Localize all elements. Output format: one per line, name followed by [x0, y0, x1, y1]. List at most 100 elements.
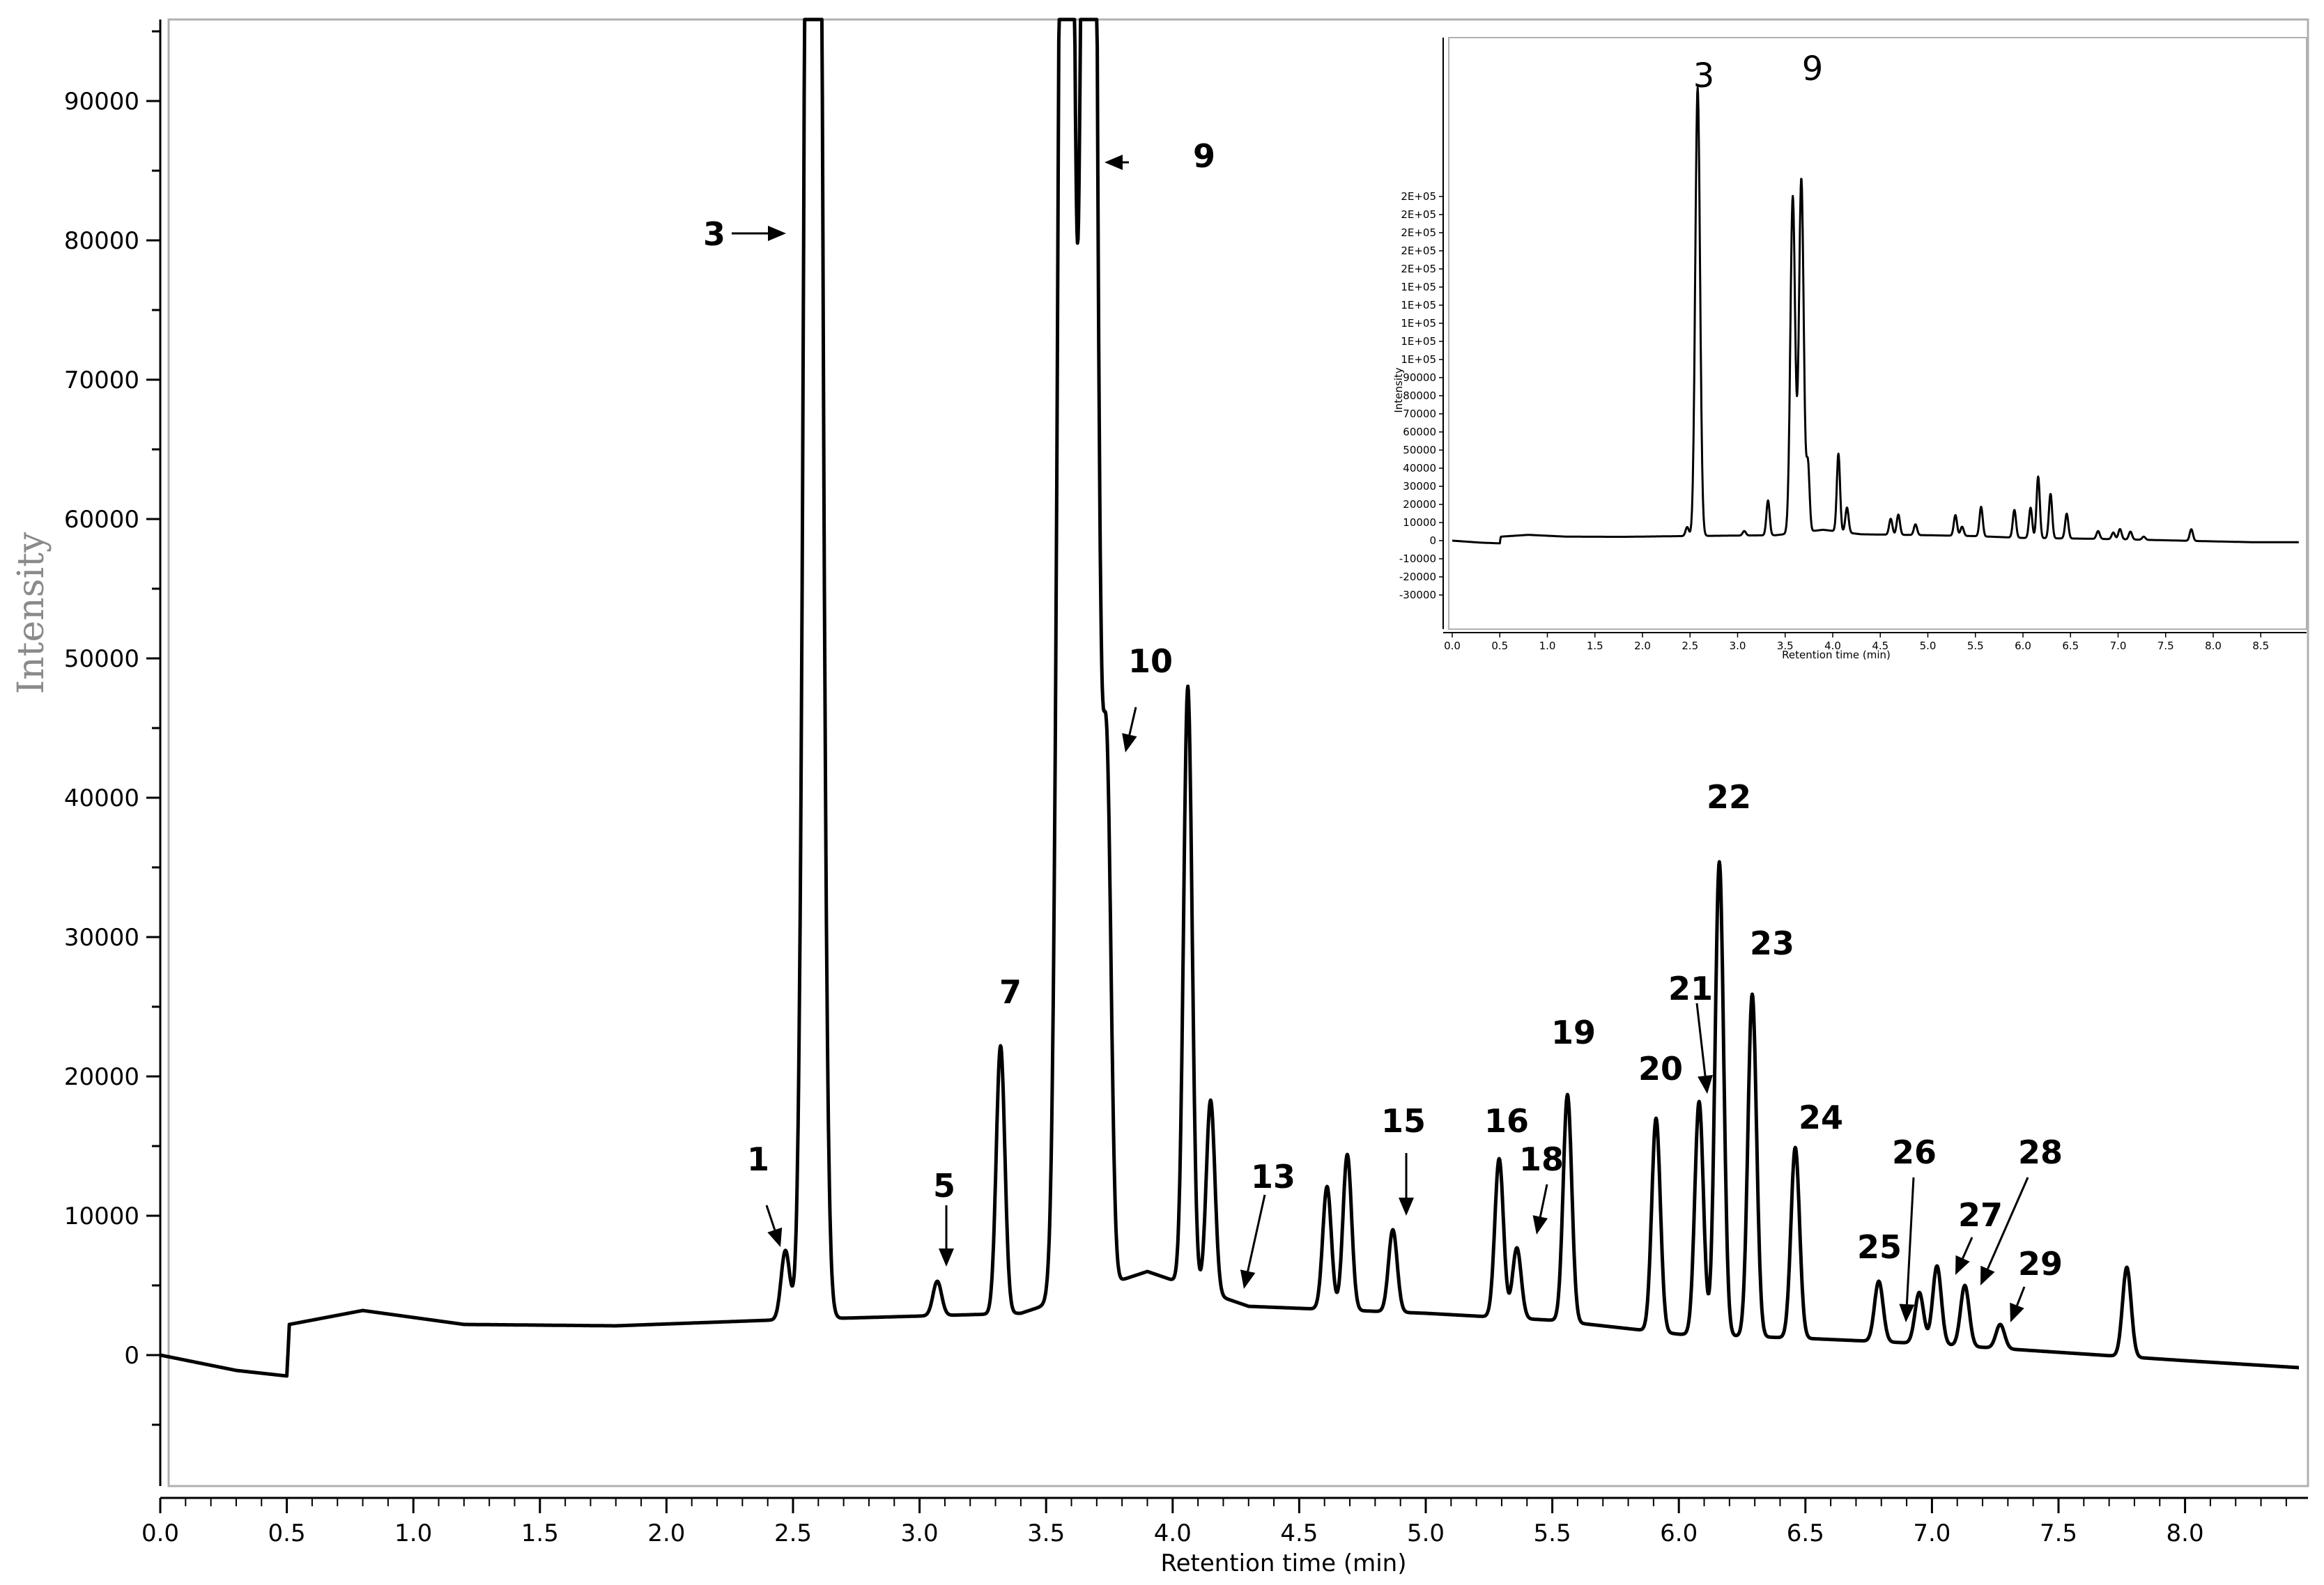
x-tick-label: 5.5 — [1534, 1520, 1571, 1547]
y-axis-title: Intensity — [10, 532, 52, 694]
peak-label-27: 27 — [1958, 1196, 2003, 1234]
peak-label-22: 22 — [1707, 778, 1751, 816]
inset-x-tick-label: 8.5 — [2252, 640, 2269, 652]
x-tick-label: 1.5 — [521, 1520, 559, 1547]
inset-x-tick-label: 6.0 — [2015, 640, 2031, 652]
inset-y-tick-label: 1E+05 — [1401, 317, 1436, 330]
peak-arrowhead-9 — [1105, 155, 1123, 170]
x-tick-label: 0.0 — [141, 1520, 179, 1547]
inset-x-tick-label: 2.5 — [1682, 640, 1698, 652]
peak-label-9: 9 — [1193, 137, 1215, 175]
inset-y-tick-label: 2E+05 — [1401, 263, 1436, 275]
x-tick-label: 3.5 — [1027, 1520, 1065, 1547]
peak-label-3: 3 — [703, 215, 725, 253]
inset-y-tick-label: 2E+05 — [1401, 208, 1436, 221]
peak-label-13: 13 — [1251, 1158, 1295, 1196]
inset-y-tick-label: 20000 — [1403, 498, 1436, 511]
y-tick-label: 30000 — [64, 924, 139, 952]
x-tick-label: 8.0 — [2167, 1520, 2204, 1547]
inset-x-tick-label: 7.0 — [2110, 640, 2127, 652]
y-tick-label: 0 — [124, 1342, 139, 1370]
peak-arrowhead-15 — [1399, 1198, 1414, 1216]
inset-x-ticks: 0.0 0.5 1.0 1.5 2.0 2.5 3.0 3.5 4.0 4.5 5.0 5.5 6.0 6… — [1444, 633, 2269, 652]
inset-y-tick-label: 80000 — [1403, 389, 1436, 402]
inset-x-tick-label: 5.0 — [1920, 640, 1937, 652]
inset-x-tick-label: 1.0 — [1539, 640, 1556, 652]
peak-arrowhead-26 — [1899, 1304, 1915, 1322]
x-tick-label: 7.0 — [1913, 1520, 1950, 1547]
inset-x-tick-label: 3.0 — [1730, 640, 1746, 652]
inset-peak-label-9: 9 — [1802, 49, 1824, 88]
peak-arrowhead-1 — [767, 1227, 783, 1247]
x-tick-label: 5.0 — [1407, 1520, 1445, 1547]
peak-label-5: 5 — [933, 1167, 955, 1205]
y-tick-label: 20000 — [64, 1063, 139, 1091]
peak-label-10: 10 — [1128, 642, 1173, 680]
inset-y-tick-label: 1E+05 — [1401, 335, 1436, 348]
peak-arrowhead-10 — [1122, 733, 1137, 752]
inset-y-tick-label: 2E+05 — [1401, 226, 1436, 239]
x-axis-title: Retention time (min) — [1160, 1549, 1406, 1577]
inset-y-tick-label: 50000 — [1403, 444, 1436, 456]
peak-arrow-1 — [765, 1205, 776, 1230]
peak-arrowhead-3 — [768, 226, 786, 241]
x-tick-label: 2.0 — [647, 1520, 685, 1547]
inset-y-ticks: -30000 -20000 -10000 0 10000 20000 30000 40000 5… — [1399, 190, 1443, 601]
peak-label-7: 7 — [999, 973, 1022, 1011]
peak-arrow-27 — [1962, 1237, 1973, 1259]
y-tick-label: 70000 — [64, 366, 139, 394]
x-tick-label: 0.5 — [268, 1520, 306, 1547]
peak-arrow-13 — [1247, 1194, 1266, 1271]
peak-arrowhead-13 — [1240, 1269, 1256, 1289]
peak-label-29: 29 — [2018, 1245, 2063, 1283]
peak-label-28: 28 — [2018, 1134, 2063, 1171]
inset-y-tick-label: 1E+05 — [1401, 281, 1436, 293]
inset-y-tick-label: 70000 — [1403, 408, 1436, 420]
inset-frame — [1448, 37, 2307, 630]
inset-plot: -30000 -20000 -10000 0 10000 20000 30000 40000 5… — [1387, 21, 2307, 661]
inset-y-axis-title: Intensity — [1392, 367, 1405, 412]
x-tick-label: 6.0 — [1660, 1520, 1698, 1547]
inset-y-tick-label: 0 — [1429, 534, 1436, 547]
inset-x-tick-label: 1.5 — [1587, 640, 1603, 652]
peak-label-24: 24 — [1799, 1099, 1843, 1136]
inset-x-tick-label: 0.5 — [1491, 640, 1508, 652]
inset-y-tick-label: 1E+05 — [1401, 353, 1436, 366]
main-plot-frame — [167, 18, 2309, 1487]
peak-label-23: 23 — [1750, 925, 1794, 962]
peak-arrowhead-21 — [1698, 1074, 1713, 1094]
inset-chromatogram-trace — [1452, 86, 2300, 545]
inset-y-tick-label: 1E+05 — [1401, 299, 1436, 311]
inset-x-tick-label: 7.5 — [2157, 640, 2174, 652]
inset-y-tick-label: 2E+05 — [1401, 190, 1436, 203]
y-tick-label: 40000 — [64, 784, 139, 812]
y-tick-label: 90000 — [64, 88, 139, 116]
peak-arrow-18 — [1539, 1184, 1548, 1217]
peak-label-15: 15 — [1381, 1102, 1426, 1140]
x-tick-label: 2.5 — [774, 1520, 812, 1547]
peak-arrow-21 — [1695, 1003, 1707, 1076]
peak-arrow-10 — [1128, 706, 1137, 736]
inset-x-tick-label: 5.5 — [1967, 640, 1984, 652]
peak-label-18: 18 — [1519, 1141, 1564, 1178]
inset-background — [1387, 21, 2307, 634]
inset-peak-label-3: 3 — [1693, 56, 1715, 95]
peak-arrow-26 — [1905, 1177, 1915, 1305]
peak-label-21: 21 — [1668, 970, 1713, 1007]
peak-label-16: 16 — [1484, 1102, 1529, 1140]
inset-y-tick-label: -10000 — [1399, 552, 1436, 565]
inset-y-tick-label: 60000 — [1403, 426, 1436, 438]
y-tick-label: 50000 — [64, 645, 139, 673]
peak-label-1: 1 — [747, 1141, 769, 1178]
inset-x-axis-title: Retention time (min) — [1782, 649, 1891, 661]
x-tick-label: 7.5 — [2040, 1520, 2077, 1547]
peak-arrow-28 — [1987, 1177, 2029, 1269]
y-tick-label: 60000 — [64, 506, 139, 534]
inset-y-tick-label: 90000 — [1403, 371, 1436, 384]
peak-arrowhead-27 — [1955, 1255, 1970, 1275]
inset-x-tick-label: 3.5 — [1777, 640, 1794, 652]
x-tick-label: 4.5 — [1280, 1520, 1318, 1547]
